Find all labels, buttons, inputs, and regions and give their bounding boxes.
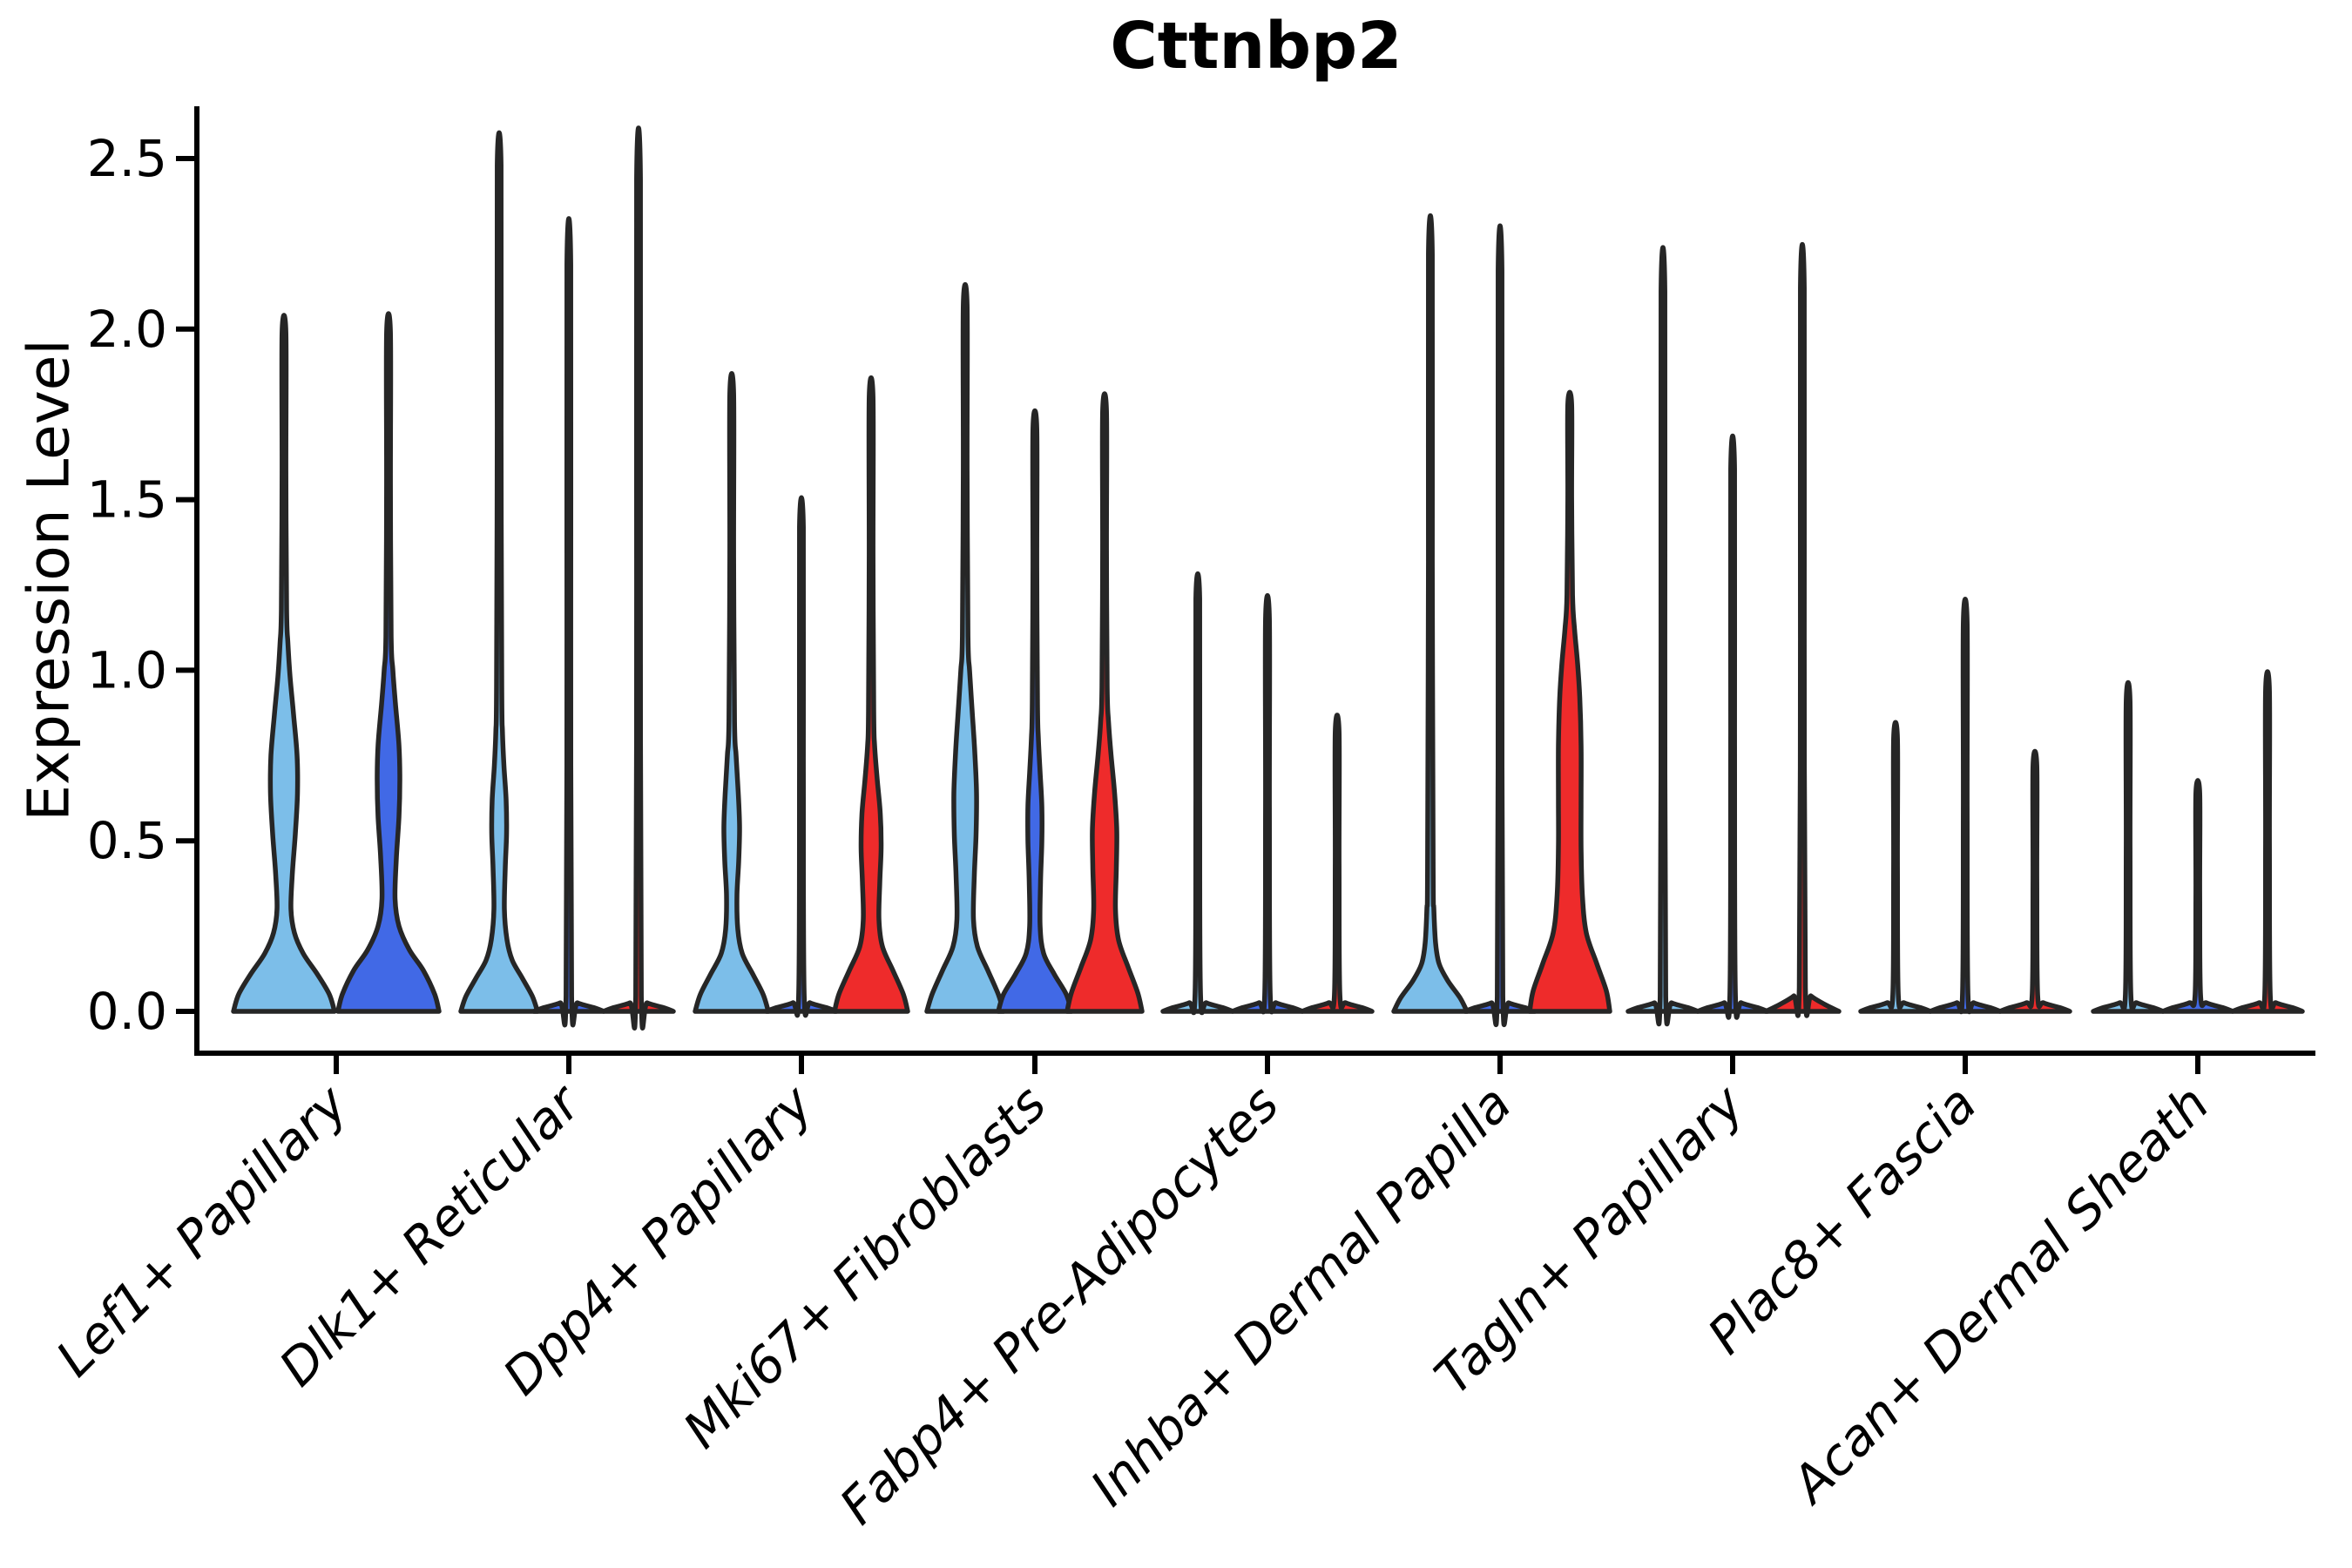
violin-dpp4-dark_blue [764,495,839,1018]
x-tick-label: Inhba+ Dermal Papilla [1079,1074,1523,1517]
violin-inhba-dark_blue [1463,223,1538,1028]
violin-plac8-red [1997,748,2072,1014]
violin-fabp4-red [1300,713,1375,1014]
violin-dlk1-light_blue [458,130,540,1014]
violin-inhba-red [1527,389,1612,1014]
violin-plac8-dark_blue [1928,597,2003,1015]
x-tick-label: Fabp4+ Pre-Adipocytes [828,1074,1290,1536]
violin-plac8-light_blue [1858,720,1933,1014]
violin-mki67-red [1064,391,1145,1014]
violin-acan-dark_blue [2160,778,2235,1014]
violin-tagln-dark_blue [1695,434,1770,1020]
page-title: Cttnbp2 [1110,9,1402,84]
violin-lef1-dark_blue [335,311,442,1014]
x-tick-label: Acan+ Dermal Sheath [1778,1074,2220,1517]
y-tick-label: 1.5 [87,470,167,530]
violin-dlk1-dark_blue [531,216,606,1028]
violin-dpp4-red [832,375,910,1014]
violin-mki67-dark_blue [996,408,1074,1014]
violin-mki67-light_blue [924,282,1006,1014]
y-tick-label: 2.5 [87,129,167,188]
y-tick-label: 1.0 [87,640,167,700]
violin-acan-light_blue [2091,679,2166,1014]
y-tick-label: 0.0 [87,982,167,1041]
y-tick-label: 2.0 [87,300,167,359]
violin-tagln-light_blue [1625,245,1700,1027]
violin-inhba-light_blue [1391,213,1470,1014]
violin-lef1-light_blue [231,313,337,1014]
violin-dlk1-red [601,125,676,1031]
violin-dpp4-light_blue [693,371,771,1014]
violin-fabp4-dark_blue [1230,593,1305,1015]
y-tick-label: 0.5 [87,811,167,870]
violin-tagln-red [1763,241,1842,1018]
violin-fabp4-light_blue [1160,571,1235,1016]
violin-acan-red [2230,669,2305,1014]
